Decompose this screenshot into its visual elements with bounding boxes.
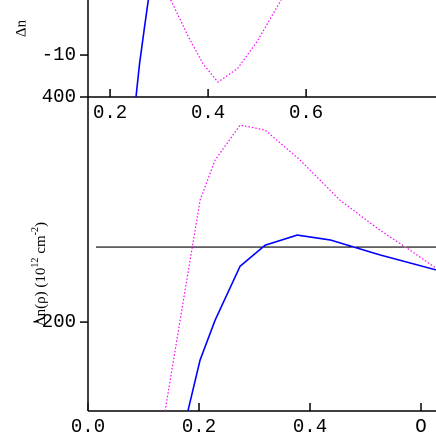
y-axis-label: Δn (13, 19, 29, 37)
x-tick-label: 0.0 (71, 416, 105, 436)
plot-area (164, 124, 436, 411)
x-tick-label: 0.4 (191, 102, 225, 124)
y-axis-label-part: Δn(ρ) (10 (33, 268, 49, 326)
x-tick-label: 0.2 (182, 416, 216, 436)
y-tick-label: -200 (30, 311, 76, 333)
line (187, 234, 436, 411)
y-tick-label: -10 (42, 44, 76, 66)
x-tick-label: 0.4 (293, 416, 327, 436)
y-axis-label-part: -2 (30, 227, 41, 235)
y-axis-label-part: cm (33, 235, 49, 254)
y-axis-label-part: ) (33, 222, 49, 227)
line (170, 0, 282, 83)
x-tick-label: 0.2 (93, 102, 127, 124)
y-axis-label: Δn(ρ) (1012 cm-2) (30, 222, 49, 326)
x-tick-label: 0.6 (289, 102, 323, 124)
y-tick-label: 400 (42, 86, 76, 108)
plot-area (135, 0, 282, 97)
line (164, 124, 436, 411)
line (135, 0, 150, 97)
y-axis-label-part: 12 (30, 258, 41, 268)
x-tick-label: O (415, 416, 426, 436)
